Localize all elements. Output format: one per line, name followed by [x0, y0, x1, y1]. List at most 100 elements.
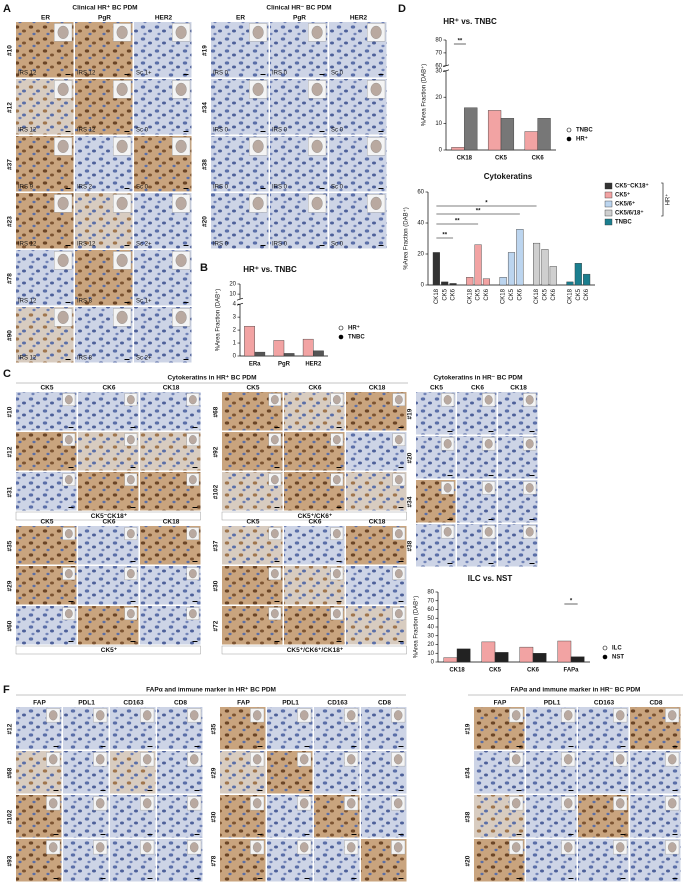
- score-label: IRS 12: [18, 242, 37, 248]
- score-label: IRS 0: [272, 128, 288, 134]
- thumbnail-tissue: [126, 475, 135, 485]
- column-header: CK5: [40, 519, 53, 526]
- bar: [583, 273, 591, 286]
- panel-letter: A: [3, 3, 11, 15]
- thumbnail-tissue: [95, 710, 105, 721]
- thumbnail-tissue: [142, 842, 152, 853]
- legend-label: CK5/6⁺: [615, 201, 635, 208]
- score-label: Sc 2+: [136, 242, 152, 248]
- axis-break: [236, 302, 244, 306]
- thumbnail-tissue: [525, 527, 534, 537]
- row-label: #34: [202, 102, 209, 113]
- legend-label: HR⁺: [348, 325, 360, 332]
- y-tick-label: 60: [435, 63, 442, 69]
- x-tick-label: CK6: [584, 288, 590, 300]
- thumbnail-tissue: [311, 139, 323, 153]
- column-header: CK6: [471, 385, 484, 392]
- thumbnail-tissue: [270, 609, 279, 619]
- thumbnail-tissue: [189, 710, 199, 721]
- thumbnail-tissue: [189, 754, 199, 765]
- thumbnail-tissue: [64, 569, 73, 579]
- row-label: #12: [7, 102, 14, 113]
- thumbnail-tissue: [188, 569, 197, 579]
- chart-title: HR⁺ vs. TNBC: [243, 265, 297, 274]
- thumbnail-tissue: [394, 435, 403, 445]
- thumbnail-tissue: [443, 439, 452, 449]
- significance-label: **: [442, 233, 447, 239]
- thumbnail-tissue: [48, 710, 58, 721]
- row-label: #60: [7, 620, 14, 631]
- column-header: CK18: [163, 385, 180, 392]
- thumbnail-tissue: [394, 609, 403, 619]
- row-label: #12: [7, 446, 14, 457]
- thumbnail-tissue: [252, 196, 264, 210]
- thumbnail-tissue: [142, 754, 152, 765]
- bar: [474, 244, 482, 286]
- legend-label: CK5⁺: [615, 192, 630, 199]
- thumbnail-tissue: [126, 529, 135, 539]
- bar: [244, 325, 255, 357]
- row-label: #30: [211, 811, 218, 822]
- thumbnail-tissue: [667, 754, 677, 765]
- column-header: HER2: [350, 15, 368, 22]
- thumbnail-tissue: [299, 842, 309, 853]
- score-label: Sc 0: [331, 71, 344, 77]
- row-label: #38: [202, 159, 209, 170]
- column-header: CK6: [308, 385, 321, 392]
- thumbnail-tissue: [64, 475, 73, 485]
- thumbnail-tissue: [443, 395, 452, 405]
- bar: [516, 228, 524, 286]
- thumbnail-tissue: [95, 798, 105, 809]
- column-header: FAP: [33, 700, 46, 707]
- x-tick-label: CK5: [476, 288, 482, 300]
- score-label: IRS 0: [213, 242, 229, 248]
- group-label-box: [15, 645, 201, 655]
- thumbnail-tissue: [252, 798, 262, 809]
- thumbnail-tissue: [252, 842, 262, 853]
- score-label: Sc 1+: [136, 299, 152, 305]
- score-label: IRS 2: [77, 185, 93, 191]
- x-tick-label: CK18: [501, 288, 507, 304]
- thumbnail-tissue: [188, 529, 197, 539]
- group-label: CK5⁺: [101, 647, 118, 654]
- x-tick-label: CK5: [509, 288, 515, 300]
- score-label: IRS 0: [272, 71, 288, 77]
- section-title: FAPα and immune marker in HR⁺ BC PDM: [146, 687, 276, 694]
- thumbnail-tissue: [270, 435, 279, 445]
- x-tick-label: CK5: [489, 668, 502, 674]
- legend-marker: [602, 654, 608, 660]
- row-label: #31: [7, 486, 14, 497]
- thumbnail-tissue: [175, 310, 187, 324]
- thumbnail-tissue: [116, 196, 128, 210]
- thumbnail-tissue: [346, 754, 356, 765]
- thumbnail-tissue: [393, 754, 403, 765]
- score-label: Sc 0: [331, 242, 344, 248]
- row-label: #78: [7, 273, 14, 284]
- section-title: Clinical HR⁺ BC PDM: [72, 5, 137, 12]
- thumbnail-tissue: [57, 253, 69, 267]
- score-label: IRS 9: [18, 185, 34, 191]
- bar: [273, 340, 285, 357]
- thumbnail-tissue: [393, 842, 403, 853]
- thumbnail-tissue: [57, 25, 69, 39]
- score-label: IRS 8: [77, 299, 93, 305]
- thumbnail-tissue: [443, 483, 452, 493]
- x-tick-label: PgR: [278, 362, 291, 368]
- bar: [313, 350, 324, 357]
- bar: [302, 338, 314, 357]
- thumbnail-tissue: [370, 25, 382, 39]
- score-label: IRS 12: [77, 242, 96, 248]
- bar: [466, 277, 474, 286]
- row-label: #23: [7, 216, 14, 227]
- column-header: CD8: [378, 700, 391, 707]
- thumbnail-tissue: [346, 842, 356, 853]
- thumbnail-tissue: [346, 710, 356, 721]
- thumbnail-tissue: [615, 842, 625, 853]
- thumbnail-tissue: [311, 196, 323, 210]
- thumbnail-tissue: [175, 25, 187, 39]
- thumbnail-tissue: [252, 754, 262, 765]
- x-tick-label: CK5: [442, 288, 448, 300]
- thumbnail-tissue: [346, 798, 356, 809]
- thumbnail-tissue: [270, 529, 279, 539]
- column-header: CK18: [369, 519, 386, 526]
